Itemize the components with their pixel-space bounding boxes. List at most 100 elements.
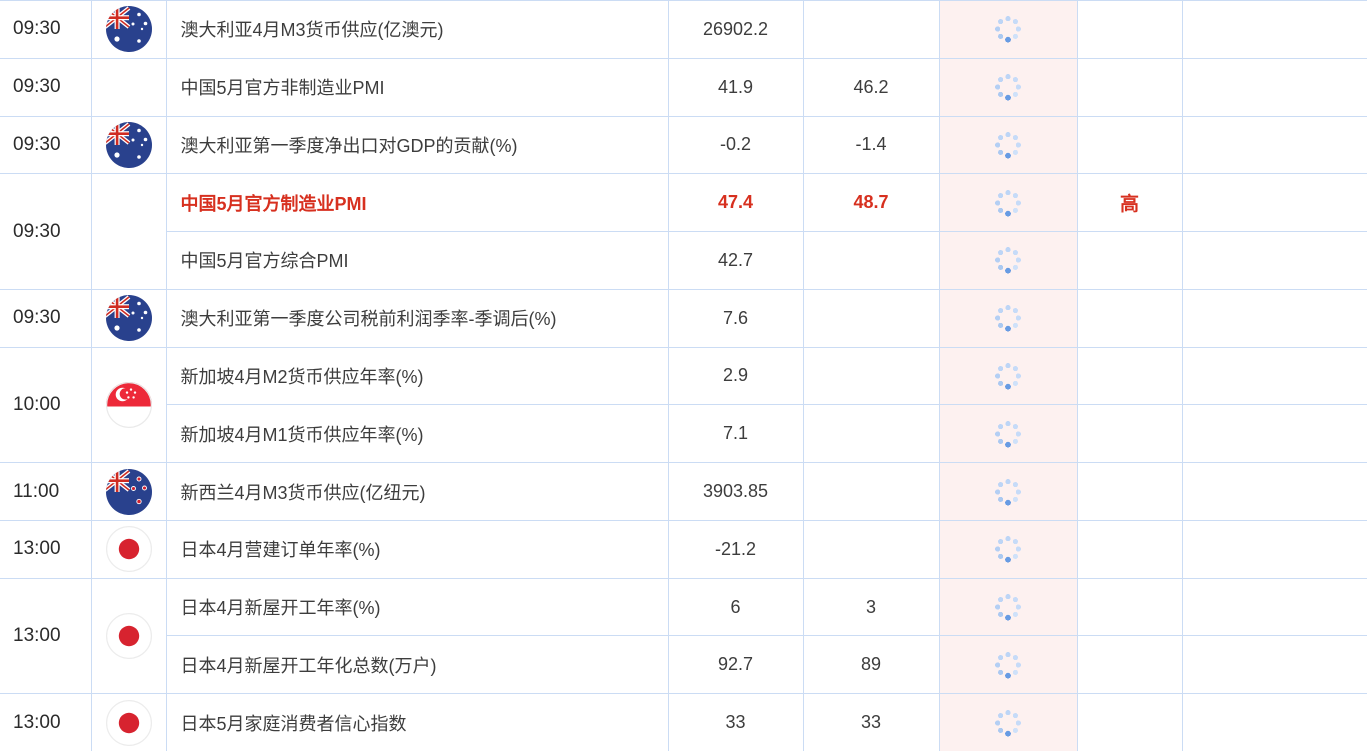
japan-flag-icon: [106, 700, 152, 746]
published-status-cell: [938, 462, 1078, 521]
extra-cell: [1181, 577, 1367, 637]
extra-cell: [1181, 173, 1367, 233]
loading-spinner-icon: [994, 361, 1022, 390]
flag-cell: [90, 115, 167, 175]
previous-value-cell: -21.2: [667, 519, 804, 579]
table-row[interactable]: 09:30 中国5月官方制造业PMI 47.4 48.7 高: [0, 173, 1367, 290]
importance-cell: [1076, 693, 1183, 751]
table-row[interactable]: 13:00 日本5月家庭消费者信心指数 33 33: [0, 693, 1367, 751]
table-row[interactable]: 09:30 中国5月官方非制造业PMI 41.9 46.2: [0, 57, 1367, 117]
flag-cell: [90, 57, 167, 117]
importance-cell: [1076, 404, 1183, 464]
event-cell: 日本4月营建订单年率(%): [165, 519, 669, 579]
published-status-cell: [938, 404, 1078, 464]
extra-cell: [1181, 0, 1367, 59]
forecast-value-cell: 33: [802, 693, 940, 751]
event-cell: 日本4月新屋开工年率(%): [165, 577, 669, 637]
extra-cell: [1181, 346, 1367, 406]
published-status-cell: [938, 577, 1078, 637]
published-status-cell: [938, 346, 1078, 406]
table-row[interactable]: 中国5月官方综合PMI 42.7: [0, 231, 1367, 290]
extra-cell: [1181, 115, 1367, 175]
published-status-cell: [938, 519, 1078, 579]
loading-spinner-icon: [994, 477, 1022, 506]
time-cell: 09:30: [0, 57, 92, 117]
previous-value-cell: 26902.2: [667, 0, 804, 59]
flag-cell: [90, 462, 167, 521]
importance-cell: [1076, 346, 1183, 406]
importance-cell: [1076, 115, 1183, 175]
new-zealand-flag-icon: [106, 469, 152, 515]
previous-value-cell: 42.7: [667, 231, 804, 290]
published-status-cell: [938, 288, 1078, 348]
published-status-cell: [938, 173, 1078, 233]
flag-cell: [90, 693, 167, 751]
forecast-value-cell: [802, 0, 940, 59]
table-row[interactable]: 13:00 日本4月新屋开工年率(%) 6 3: [0, 577, 1367, 695]
previous-value-cell: 2.9: [667, 346, 804, 406]
event-cell: 日本5月家庭消费者信心指数: [165, 693, 669, 751]
event-cell: 澳大利亚第一季度净出口对GDP的贡献(%): [165, 115, 669, 175]
published-status-cell: [938, 635, 1078, 695]
extra-cell: [1181, 462, 1367, 521]
flag-cell: [90, 519, 167, 579]
table-row[interactable]: 09:30 澳大利亚4月M3货币供应(亿澳元) 26902.2: [0, 0, 1367, 59]
previous-value-cell: 41.9: [667, 57, 804, 117]
previous-value-cell: 92.7: [667, 635, 804, 695]
extra-cell: [1181, 519, 1367, 579]
extra-cell: [1181, 693, 1367, 751]
importance-cell: [1076, 462, 1183, 521]
previous-value-cell: 7.6: [667, 288, 804, 348]
time-cell: 09:30: [0, 173, 92, 290]
event-cell: 澳大利亚第一季度公司税前利润季率-季调后(%): [165, 288, 669, 348]
table-row[interactable]: 新加坡4月M1货币供应年率(%) 7.1: [0, 404, 1367, 464]
loading-spinner-icon: [994, 708, 1022, 737]
australia-flag-icon: [106, 295, 152, 341]
importance-cell: [1076, 577, 1183, 637]
table-row[interactable]: 09:30 澳大利亚第一季度公司税前利润季率-季调后(%) 7.6: [0, 288, 1367, 348]
extra-cell: [1181, 404, 1367, 464]
forecast-value-cell: 89: [802, 635, 940, 695]
loading-spinner-icon: [994, 73, 1022, 102]
forecast-value-cell: 3: [802, 577, 940, 637]
flag-cell: [90, 173, 167, 290]
forecast-value-cell: [802, 462, 940, 521]
event-cell: 新加坡4月M1货币供应年率(%): [166, 404, 669, 464]
event-cell: 中国5月官方综合PMI: [166, 231, 669, 290]
time-cell: 09:30: [0, 115, 92, 175]
forecast-value-cell: [802, 404, 940, 464]
table-row[interactable]: 11:00 新西兰4月M3货币供应(亿纽元) 3903.85: [0, 462, 1367, 521]
previous-value-cell: 47.4: [667, 173, 804, 233]
published-status-cell: [938, 57, 1078, 117]
table-row[interactable]: 09:30 澳大利亚第一季度净出口对GDP的贡献(%) -0.2 -1.4: [0, 115, 1367, 175]
forecast-value-cell: [802, 519, 940, 579]
previous-value-cell: 33: [667, 693, 804, 751]
flag-cell: [90, 346, 167, 464]
table-row[interactable]: 13:00 日本4月营建订单年率(%) -21.2: [0, 519, 1367, 579]
table-row[interactable]: 日本4月新屋开工年化总数(万户) 92.7 89: [0, 635, 1367, 695]
time-cell: 10:00: [0, 346, 92, 464]
forecast-value-cell: [802, 288, 940, 348]
event-cell: 日本4月新屋开工年化总数(万户): [166, 635, 669, 695]
extra-cell: [1181, 288, 1367, 348]
forecast-value-cell: [802, 346, 940, 406]
loading-spinner-icon: [994, 593, 1022, 622]
loading-spinner-icon: [994, 130, 1022, 159]
time-cell: 13:00: [0, 693, 92, 751]
loading-spinner-icon: [994, 304, 1022, 333]
loading-spinner-icon: [994, 535, 1022, 564]
published-status-cell: [938, 0, 1078, 59]
importance-cell: [1076, 231, 1183, 290]
table-row[interactable]: 10:00 新加坡4月M2货币供应年率(%) 2.9: [0, 346, 1367, 464]
time-cell: 13:00: [0, 577, 92, 695]
forecast-value-cell: 46.2: [802, 57, 940, 117]
published-status-cell: [938, 693, 1078, 751]
forecast-value-cell: [802, 231, 940, 290]
flag-cell: [90, 577, 167, 695]
flag-cell: [90, 288, 167, 348]
loading-spinner-icon: [994, 419, 1022, 448]
previous-value-cell: 6: [667, 577, 804, 637]
previous-value-cell: 7.1: [667, 404, 804, 464]
loading-spinner-icon: [994, 188, 1022, 217]
importance-cell: 高: [1076, 173, 1183, 233]
